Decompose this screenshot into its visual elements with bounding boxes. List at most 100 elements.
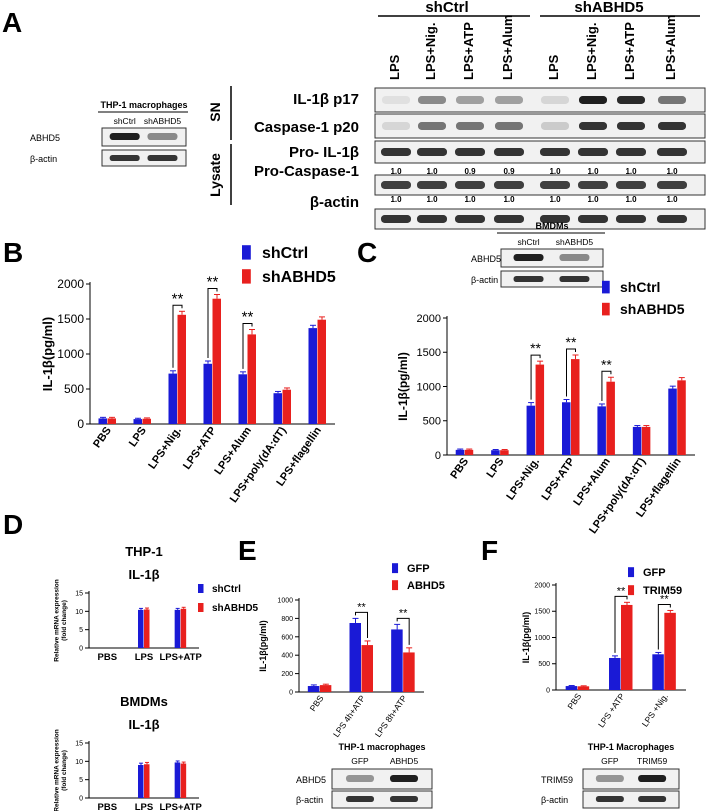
y-axis-label: IL-1β(pg/ml) xyxy=(396,352,410,421)
legend-label: shCtrl xyxy=(262,245,308,262)
inset-lane-label: shCtrl xyxy=(114,116,136,126)
significance-marker: ** xyxy=(242,309,254,326)
y-tick-label: 2000 xyxy=(57,277,84,291)
inset-blot-actin xyxy=(331,790,433,809)
lane-label: LPS+Nig. xyxy=(584,23,599,80)
significance-marker: ** xyxy=(660,593,669,605)
band-pro-il1b xyxy=(381,148,411,156)
x-tick-label: PBS xyxy=(308,693,326,713)
band-il1b-p17 xyxy=(658,96,686,104)
bar-shctrl xyxy=(174,762,181,798)
bar-shctrl xyxy=(273,393,282,424)
band-il1b-p17 xyxy=(456,96,484,104)
significance-bracket xyxy=(614,595,628,653)
inset-band-actin xyxy=(346,796,374,802)
significance-bracket xyxy=(242,323,253,369)
panel-label-d: D xyxy=(3,509,23,540)
chart-c: 0 500 1000 1500 2000 IL-1β(pg/ml) PBS LPSLPS+Ni… xyxy=(396,279,695,536)
band-pro-il1b xyxy=(455,148,485,156)
y-tick-label: 5 xyxy=(79,627,83,634)
y-tick-label: 1500 xyxy=(534,609,550,616)
inset-row-label: β-actin xyxy=(541,795,568,805)
y-tick-label: 0 xyxy=(289,689,293,696)
x-tick-label: LPS+ATP xyxy=(181,425,219,472)
ratio-pro-il1b: 1.0 xyxy=(426,167,438,176)
inset-band-actin xyxy=(638,796,667,802)
band-caspase1-p20 xyxy=(495,122,523,130)
inset-title: THP-1 macrophages xyxy=(100,100,187,110)
bar-shctrl xyxy=(203,363,212,424)
legend-label: shABHD5 xyxy=(262,269,336,286)
inset-blot-target xyxy=(331,768,433,790)
inset-title: THP-1 Macrophages xyxy=(588,742,675,752)
band-caspase1-p20 xyxy=(579,122,607,130)
significance-marker: ** xyxy=(357,601,366,613)
legend-swatch xyxy=(242,269,251,284)
legend-swatch xyxy=(628,567,635,578)
bar-shabhd5 xyxy=(535,364,545,455)
legend-swatch xyxy=(602,302,610,316)
bar-shabhd5 xyxy=(317,319,326,424)
band-pro-caspase1 xyxy=(381,181,411,189)
band-pro-il1b xyxy=(616,148,646,156)
inset-title: THP-1 macrophages xyxy=(338,742,425,752)
y-tick-label: 10 xyxy=(75,609,83,616)
lane-label: LPS+Alum xyxy=(663,15,678,80)
significance-marker: ** xyxy=(207,274,219,291)
x-tick-label: LPS +ATP xyxy=(596,691,627,729)
band-pro-caspase1 xyxy=(578,181,608,189)
y-tick-label: 1000 xyxy=(534,635,550,642)
y-tick-label: 200 xyxy=(281,671,293,678)
inset-row-label: ABHD5 xyxy=(471,254,501,264)
x-tick-label: LPS+Nig. xyxy=(146,425,184,472)
significance-marker: ** xyxy=(566,334,577,350)
row-label-pro-caspase1: Pro-Caspase-1 xyxy=(254,163,359,180)
band-beta-actin xyxy=(616,215,646,223)
bar-shabhd5 xyxy=(107,418,116,424)
x-tick-label: LPS xyxy=(135,652,153,663)
bar-abhd5 xyxy=(361,645,373,692)
bar-shctrl xyxy=(98,418,107,424)
inset-row-label: β-actin xyxy=(296,795,323,805)
chart-title: BMDMs xyxy=(120,694,168,709)
significance-bracket xyxy=(530,354,541,400)
inset-band-target xyxy=(595,775,624,782)
bar-shabhd5 xyxy=(282,389,291,424)
bar-trim59 xyxy=(621,604,633,690)
y-axis-label: IL-1β(pg/ml) xyxy=(521,612,531,664)
panel-label-e: E xyxy=(238,535,257,566)
significance-bracket xyxy=(172,304,183,368)
panel-label-a: A xyxy=(2,7,22,38)
x-tick-label: PBS xyxy=(565,691,583,711)
chart-d1: 0 5 10 15 Relative mRNA expression(fold chan… xyxy=(53,544,258,663)
x-tick-label: PBS xyxy=(91,425,114,450)
x-tick-label: LPS xyxy=(127,425,149,449)
x-tick-label: LPS xyxy=(484,456,506,480)
bar-shabhd5 xyxy=(641,426,651,455)
band-pro-caspase1 xyxy=(616,181,646,189)
legend-label: shCtrl xyxy=(620,279,660,295)
bar-shabhd5 xyxy=(247,334,256,424)
inset-lane-label: TRIM59 xyxy=(637,756,668,766)
y-tick-label: 1000 xyxy=(277,597,293,604)
band-pro-caspase1 xyxy=(494,181,524,189)
group-label-shabhd5: shABHD5 xyxy=(574,0,643,16)
y-tick-label: 5 xyxy=(79,777,83,784)
inset-lane-label: shCtrl xyxy=(517,237,539,247)
band-pro-caspase1 xyxy=(540,181,570,189)
significance-marker: ** xyxy=(617,585,626,597)
band-caspase1-p20 xyxy=(456,122,484,130)
inset-band-target xyxy=(638,775,667,782)
legend-label: TRIM59 xyxy=(643,585,682,597)
band-il1b-p17 xyxy=(495,96,523,104)
bar-trim59 xyxy=(577,686,590,690)
bar-shabhd5 xyxy=(180,608,187,648)
inset-row-label: β-actin xyxy=(471,275,498,285)
bar-shctrl xyxy=(668,388,677,455)
y-tick-label: 2000 xyxy=(534,582,550,589)
inset-lane-label: ABHD5 xyxy=(390,756,419,766)
bar-abhd5 xyxy=(403,652,415,692)
panel-label-f: F xyxy=(481,535,498,566)
